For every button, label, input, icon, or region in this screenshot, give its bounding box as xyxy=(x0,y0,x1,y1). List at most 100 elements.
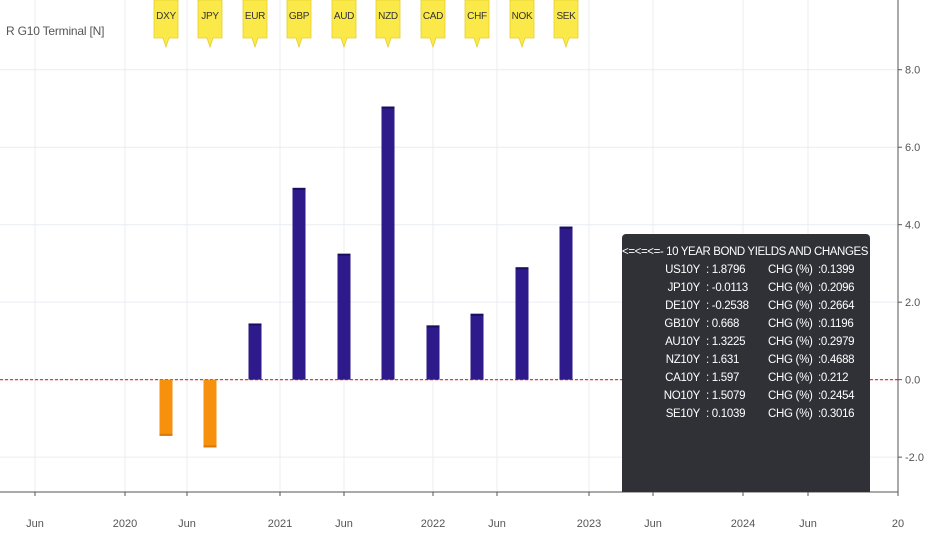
bond-symbol: US10Y xyxy=(665,264,700,276)
bond-symbol: SE10Y xyxy=(665,408,701,420)
marker-shape xyxy=(420,0,446,49)
bar-edge xyxy=(292,187,306,190)
bar xyxy=(203,379,217,448)
currency-marker[interactable]: DXY xyxy=(153,0,179,49)
change-value: :0.212 xyxy=(818,372,849,384)
bond-yields-rows: US10Y: 1.8796 CHG (%):0.1399 JP10Y: -0.011… xyxy=(622,261,870,423)
bar-edge xyxy=(515,267,529,270)
bar-edge xyxy=(381,106,395,109)
marker-shape xyxy=(242,0,268,49)
bond-symbol: NO10Y xyxy=(663,390,701,402)
currency-marker[interactable]: EUR xyxy=(242,0,268,49)
x-tick-label: 2021 xyxy=(268,518,292,530)
marker-label: EUR xyxy=(245,11,265,22)
x-tick-label: Jun xyxy=(644,518,662,530)
bar-edge xyxy=(426,325,440,328)
change-label: CHG (%) xyxy=(768,354,813,366)
bond-yield-value: : -0.0113 xyxy=(706,282,748,294)
x-tick-label: 20 xyxy=(892,518,904,530)
currency-marker[interactable]: CAD xyxy=(420,0,446,49)
currency-marker[interactable]: NZD xyxy=(375,0,401,49)
y-tick-label: 6.0 xyxy=(905,142,920,154)
bar xyxy=(515,267,529,380)
marker-label: GBP xyxy=(289,11,310,22)
marker-shape xyxy=(375,0,401,49)
marker-label: CAD xyxy=(423,11,443,22)
bar xyxy=(159,379,173,436)
change-label: CHG (%) xyxy=(768,390,813,402)
currency-marker[interactable]: NOK xyxy=(509,0,535,49)
marker-shape xyxy=(553,0,579,49)
change-value: :0.3016 xyxy=(818,408,855,420)
bond-symbol: DE10Y xyxy=(665,300,700,312)
bond-yield-row: SE10Y: 0.1039 CHG (%):0.3016 xyxy=(622,405,870,423)
y-tick-label: 8.0 xyxy=(905,65,920,77)
bond-yield-value: : 1.597 xyxy=(706,372,740,384)
x-tick-label: 2024 xyxy=(731,518,755,530)
bar-edge xyxy=(337,253,351,256)
bar-edge xyxy=(248,323,262,326)
marker-shape xyxy=(331,0,357,49)
change-value: :0.2664 xyxy=(818,300,855,312)
x-tick-label: Jun xyxy=(26,518,44,530)
change-value: :0.2096 xyxy=(818,282,855,294)
bar xyxy=(426,325,440,380)
marker-shape xyxy=(286,0,312,49)
bond-symbol: NZ10Y xyxy=(665,354,701,366)
x-tick-label: 2020 xyxy=(113,518,137,530)
axes: 8.0 6.0 4.0 2.0 0.0 -2.0 Jun 2020 Jun 2021 Jun 2022… xyxy=(0,0,924,530)
change-label: CHG (%) xyxy=(768,300,813,312)
y-tick-label: 2.0 xyxy=(905,297,920,309)
x-tick-label: 2022 xyxy=(421,518,445,530)
currency-marker[interactable]: AUD xyxy=(331,0,357,49)
marker-shape xyxy=(153,0,179,49)
bond-yield-row: NO10Y : 1.5079 CHG (%) :0.2454 xyxy=(622,387,870,405)
indicator-title[interactable]: R G10 Terminal [N] xyxy=(6,24,105,38)
marker-shape xyxy=(197,0,223,49)
change-label: CHG (%) xyxy=(768,264,813,276)
bond-yields-panel: <=<=<=- 10 YEAR BOND YIELDS AND CHANGES … xyxy=(622,234,870,492)
currency-marker[interactable]: JPY xyxy=(197,0,223,49)
y-tick-label: -2.0 xyxy=(905,452,924,464)
marker-label: CHF xyxy=(467,11,487,22)
bar-series xyxy=(159,106,573,448)
change-label: CHG (%) xyxy=(768,372,813,384)
change-label: CHG (%) xyxy=(768,336,813,348)
bar-edge xyxy=(559,226,573,229)
y-tick-label: 0.0 xyxy=(905,375,920,387)
bond-yield-row: DE10Y : -0.2538 CHG (%) :0.2664 xyxy=(622,297,870,315)
marker-label: SEK xyxy=(556,11,576,22)
bond-yield-value: : 0.668 xyxy=(706,318,740,330)
bond-yield-value: : 1.3225 xyxy=(706,336,746,348)
bar xyxy=(337,253,351,380)
bond-yield-row: CA10Y : 1.597 CHG (%) :0.212 xyxy=(622,369,870,387)
currency-marker[interactable]: GBP xyxy=(286,0,312,49)
bond-symbol: AU10Y xyxy=(665,336,700,348)
bar xyxy=(559,226,573,380)
x-tick-label: Jun xyxy=(335,518,353,530)
bond-yield-row: AU10Y : 1.3225 CHG (%) :0.2979 xyxy=(622,333,870,351)
x-tick-label: Jun xyxy=(799,518,817,530)
x-tick-label: 2023 xyxy=(577,518,601,530)
bond-yields-header: <=<=<=- 10 YEAR BOND YIELDS AND CHANGES … xyxy=(622,246,870,258)
bond-yield-value: : 1.5079 xyxy=(706,390,746,402)
bond-yield-value: : 1.8796 xyxy=(706,264,746,276)
bond-symbol: CA10Y xyxy=(665,372,700,384)
change-value: :0.2454 xyxy=(818,390,855,402)
y-tick-label: 4.0 xyxy=(905,220,920,232)
bond-yield-value: : -0.2538 xyxy=(706,300,749,312)
currency-marker[interactable]: CHF xyxy=(464,0,490,49)
x-tick-label: Jun xyxy=(178,518,196,530)
bar-edge xyxy=(203,445,217,448)
bond-symbol: JP10Y xyxy=(667,282,701,294)
marker-label: NZD xyxy=(378,11,398,22)
bar xyxy=(292,187,306,380)
marker-label: JPY xyxy=(201,11,219,22)
bar xyxy=(248,323,262,380)
bar xyxy=(381,106,395,380)
change-value: :0.2979 xyxy=(818,336,855,348)
currency-marker[interactable]: SEK xyxy=(553,0,579,49)
bond-yield-value: : 1.631 xyxy=(706,354,740,366)
change-value: :0.4688 xyxy=(818,354,855,366)
